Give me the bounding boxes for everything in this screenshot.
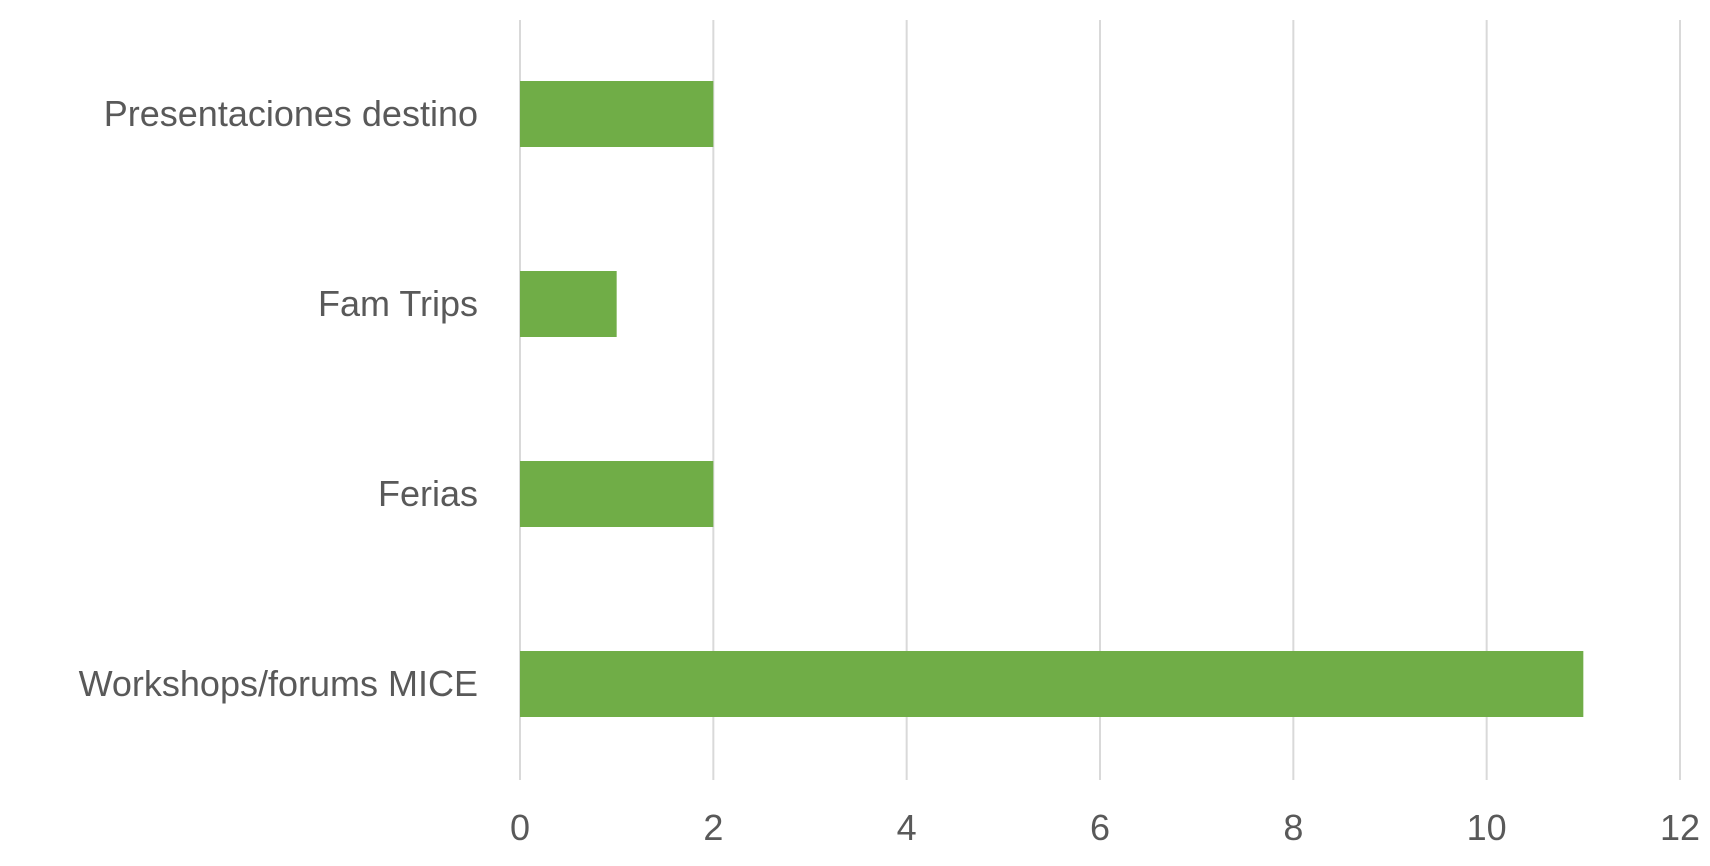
bar-1 bbox=[520, 271, 617, 337]
bars bbox=[520, 81, 1584, 717]
category-labels: Presentaciones destino Fam Trips Ferias Wor… bbox=[79, 93, 478, 704]
x-tick-label: 10 bbox=[1467, 807, 1507, 848]
x-tick-label: 12 bbox=[1660, 807, 1700, 848]
bar-3 bbox=[520, 651, 1584, 717]
bar-0 bbox=[520, 81, 714, 147]
category-label: Fam Trips bbox=[318, 283, 478, 324]
x-tick-labels: 0 2 4 6 8 10 12 bbox=[510, 807, 1700, 848]
x-tick-label: 6 bbox=[1090, 807, 1110, 848]
category-label: Workshops/forums MICE bbox=[79, 663, 478, 704]
category-label: Presentaciones destino bbox=[104, 93, 478, 134]
category-label: Ferias bbox=[378, 473, 478, 514]
x-tick-label: 2 bbox=[703, 807, 723, 848]
x-tick-label: 4 bbox=[897, 807, 917, 848]
x-tick-label: 0 bbox=[510, 807, 530, 848]
x-tick-label: 8 bbox=[1283, 807, 1303, 848]
bar-2 bbox=[520, 461, 714, 527]
